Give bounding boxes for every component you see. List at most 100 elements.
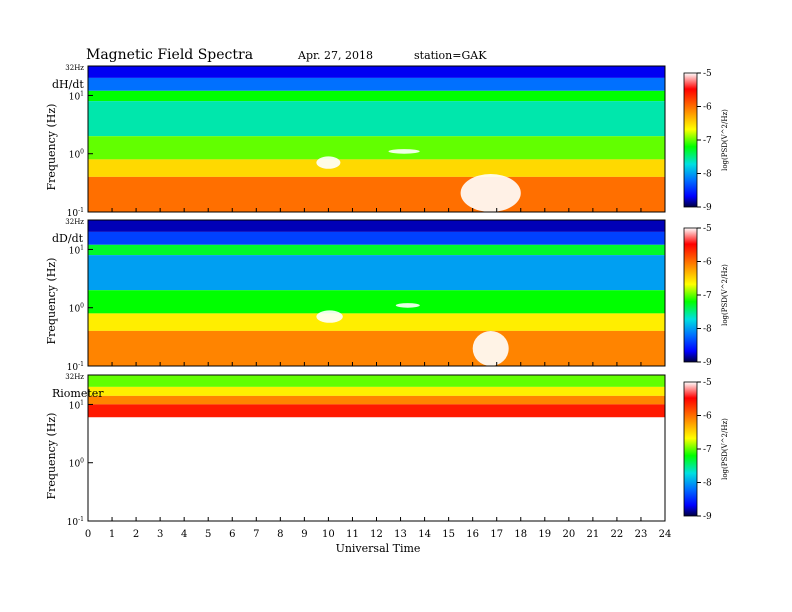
spectral-band <box>88 101 665 137</box>
x-tick-label: 4 <box>181 529 187 540</box>
colorbar-tick-label: -6 <box>703 258 712 268</box>
spectral-feature <box>388 149 420 154</box>
spectral-band <box>88 290 665 314</box>
colorbar-tick-label: -9 <box>703 512 712 522</box>
colorbar-tick-label: -5 <box>703 224 712 234</box>
date-label: Apr. 27, 2018 <box>297 49 373 62</box>
x-tick-label: 22 <box>611 529 624 540</box>
spectral-band <box>88 404 665 418</box>
x-tick-label: 10 <box>322 529 335 540</box>
colorbar-tick-label: -9 <box>703 203 712 213</box>
spectral-band <box>88 90 665 102</box>
spectral-band <box>88 255 665 291</box>
y-tick-label: 32Hz <box>65 64 84 72</box>
spectral-band <box>88 386 665 396</box>
x-tick-label: 23 <box>635 529 648 540</box>
x-tick-label: 6 <box>229 529 235 540</box>
spectral-band <box>88 136 665 160</box>
colorbar-label: log(PSD(V^2/Hz) <box>721 109 729 171</box>
spectral-band <box>88 220 665 232</box>
panel-label: dH/dt <box>52 78 84 91</box>
spectral-band <box>88 395 665 405</box>
station-label: station=GAK <box>414 49 487 62</box>
colorbar: -5 -6 -7 -8 -9 log(PSD(V^2/Hz) <box>683 224 729 368</box>
spectral-band <box>88 330 665 366</box>
y-axis-label: Frequency (Hz) <box>45 104 58 191</box>
colorbar-tick-label: -5 <box>703 378 712 388</box>
colorbar-tick-label: -9 <box>703 358 712 368</box>
x-tick-label: 20 <box>562 529 575 540</box>
x-tick-label: 2 <box>133 529 139 540</box>
spectral-band <box>88 231 665 245</box>
colorbars: -5 -6 -7 -8 -9 log(PSD(V^2/Hz) -5 -6 -7 -8 -9 log(P… <box>683 69 729 522</box>
spectral-band <box>88 417 665 521</box>
colorbar-tick-label: -5 <box>703 69 712 79</box>
colorbar-tick-label: -8 <box>703 325 712 335</box>
panel-label: dD/dt <box>52 232 84 245</box>
y-axis-label: Frequency (Hz) <box>45 413 58 500</box>
spectral-feature <box>316 310 343 323</box>
y-tick-label: 32Hz <box>65 373 84 381</box>
colorbar-tick-label: -8 <box>703 170 712 180</box>
y-axis-label: Frequency (Hz) <box>45 258 58 345</box>
spectral-band <box>88 375 665 387</box>
y-tick-label: 101 <box>69 399 84 411</box>
y-tick-label: 10-1 <box>67 516 84 528</box>
time-axis: 0 1 2 3 4 5 6 7 8 9 10 11 12 13 14 15 16 17 18 19 20 21 22 23 24 <box>85 529 672 540</box>
x-tick-label: 1 <box>109 529 115 540</box>
x-tick-label: 7 <box>253 529 259 540</box>
x-tick-label: 8 <box>277 529 283 540</box>
x-tick-label: 12 <box>370 529 383 540</box>
panel-riometer: Riometer 32Hz 101 100 10-1 Frequency (Hz) <box>45 373 666 528</box>
y-tick-label: 100 <box>69 458 84 470</box>
spectral-band <box>88 77 665 91</box>
colorbar-label: log(PSD(V^2/Hz) <box>721 418 729 480</box>
x-tick-label: 0 <box>85 529 91 540</box>
spectral-feature <box>460 174 521 212</box>
x-tick-label: 18 <box>514 529 527 540</box>
y-tick-label: 101 <box>69 90 84 102</box>
x-tick-label: 24 <box>659 529 672 540</box>
x-tick-label: 9 <box>301 529 307 540</box>
y-tick-label: 100 <box>69 303 84 315</box>
spectral-band <box>88 244 665 256</box>
spectrogram-panels: dH/dt 32Hz 101 100 10-1 Frequency (Hz) dD/dt 32… <box>45 64 666 528</box>
spectral-band <box>88 313 665 331</box>
colorbar-scale <box>683 227 698 363</box>
colorbar-tick-label: -7 <box>703 291 712 301</box>
x-tick-label: 15 <box>442 529 455 540</box>
panel-label: Riometer <box>52 387 104 400</box>
colorbar-tick-label: -7 <box>703 136 712 146</box>
spectral-feature <box>395 303 420 308</box>
x-tick-label: 5 <box>205 529 211 540</box>
x-tick-label: 11 <box>346 529 359 540</box>
x-tick-label: 14 <box>418 529 431 540</box>
colorbar: -5 -6 -7 -8 -9 log(PSD(V^2/Hz) <box>683 378 729 522</box>
spectral-band <box>88 176 665 212</box>
x-tick-label: 16 <box>466 529 479 540</box>
figure-title: Magnetic Field Spectra <box>86 47 253 63</box>
x-tick-label: 17 <box>490 529 503 540</box>
x-tick-label: 13 <box>394 529 407 540</box>
colorbar-tick-label: -7 <box>703 445 712 455</box>
colorbar-scale <box>683 381 698 517</box>
x-tick-label: 19 <box>538 529 551 540</box>
y-tick-label: 100 <box>69 149 84 161</box>
spectral-feature <box>472 331 509 366</box>
colorbar: -5 -6 -7 -8 -9 log(PSD(V^2/Hz) <box>683 69 729 213</box>
colorbar-tick-label: -8 <box>703 479 712 489</box>
y-tick-label: 101 <box>69 244 84 256</box>
x-tick-label: 21 <box>587 529 600 540</box>
spectral-feature <box>316 156 341 169</box>
y-tick-label: 32Hz <box>65 218 84 226</box>
colorbar-tick-label: -6 <box>703 412 712 422</box>
spectral-band <box>88 159 665 177</box>
colorbar-scale <box>683 72 698 208</box>
y-tick-label: 10-1 <box>67 361 84 373</box>
spectral-band <box>88 66 665 78</box>
colorbar-tick-label: -6 <box>703 103 712 113</box>
x-axis-label: Universal Time <box>336 542 421 555</box>
panel-dd-dt: dD/dt 32Hz 101 100 10-1 Frequency (Hz) <box>45 218 666 373</box>
